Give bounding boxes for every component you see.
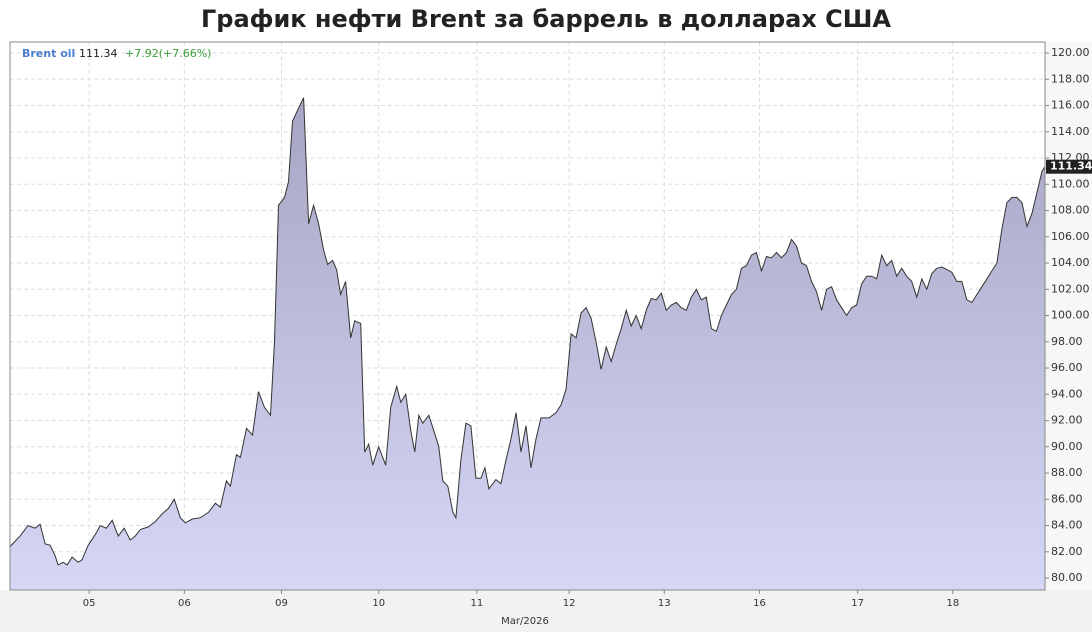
last-value-label: 111.34 bbox=[1050, 160, 1092, 173]
y-tick-label: 82.00 bbox=[1051, 545, 1083, 558]
area bbox=[10, 97, 1045, 590]
y-tick-label: 114.00 bbox=[1051, 125, 1090, 138]
y-tick-label: 96.00 bbox=[1051, 361, 1083, 374]
last-value-badge bbox=[1046, 159, 1092, 174]
y-tick-label: 100.00 bbox=[1051, 309, 1090, 322]
y-tick-label: 108.00 bbox=[1051, 204, 1090, 217]
x-tick-label: 13 bbox=[658, 598, 671, 609]
y-tick-label: 94.00 bbox=[1051, 387, 1083, 400]
chart-title: График нефти Brent за баррель в долларах… bbox=[201, 5, 891, 33]
y-tick-label: 104.00 bbox=[1051, 256, 1090, 269]
y-axis-strip bbox=[1045, 42, 1092, 590]
y-tick-label: 110.00 bbox=[1051, 177, 1090, 190]
y-tick-label: 86.00 bbox=[1051, 492, 1083, 505]
x-tick-label: 05 bbox=[83, 598, 96, 609]
y-tick-label: 102.00 bbox=[1051, 282, 1090, 295]
x-tick-label: 18 bbox=[946, 598, 959, 609]
x-axis-strip bbox=[0, 590, 1092, 632]
legend-name: Brent oil bbox=[22, 47, 75, 60]
x-tick-label: 12 bbox=[563, 598, 576, 609]
y-tick-label: 120.00 bbox=[1051, 46, 1090, 59]
y-tick-label: 84.00 bbox=[1051, 519, 1083, 532]
x-axis-label: Mar/2026 bbox=[501, 616, 549, 627]
legend-value: 111.34 bbox=[79, 47, 118, 60]
x-tick-label: 11 bbox=[471, 598, 484, 609]
y-tick-label: 118.00 bbox=[1051, 72, 1090, 85]
x-tick-label: 06 bbox=[178, 598, 191, 609]
x-tick-label: 17 bbox=[851, 598, 864, 609]
x-tick-label: 16 bbox=[753, 598, 766, 609]
x-tick-label: 10 bbox=[372, 598, 385, 609]
y-tick-label: 92.00 bbox=[1051, 414, 1083, 427]
y-tick-label: 90.00 bbox=[1051, 440, 1083, 453]
line bbox=[9, 97, 1046, 566]
y-tick-label: 98.00 bbox=[1051, 335, 1083, 348]
y-tick-label: 116.00 bbox=[1051, 99, 1090, 112]
x-tick-label: 09 bbox=[275, 598, 288, 609]
y-tick-label: 88.00 bbox=[1051, 466, 1083, 479]
y-tick-label: 106.00 bbox=[1051, 230, 1090, 243]
legend-change: +7.92(+7.66%) bbox=[125, 47, 211, 60]
y-tick-label: 80.00 bbox=[1051, 571, 1083, 584]
